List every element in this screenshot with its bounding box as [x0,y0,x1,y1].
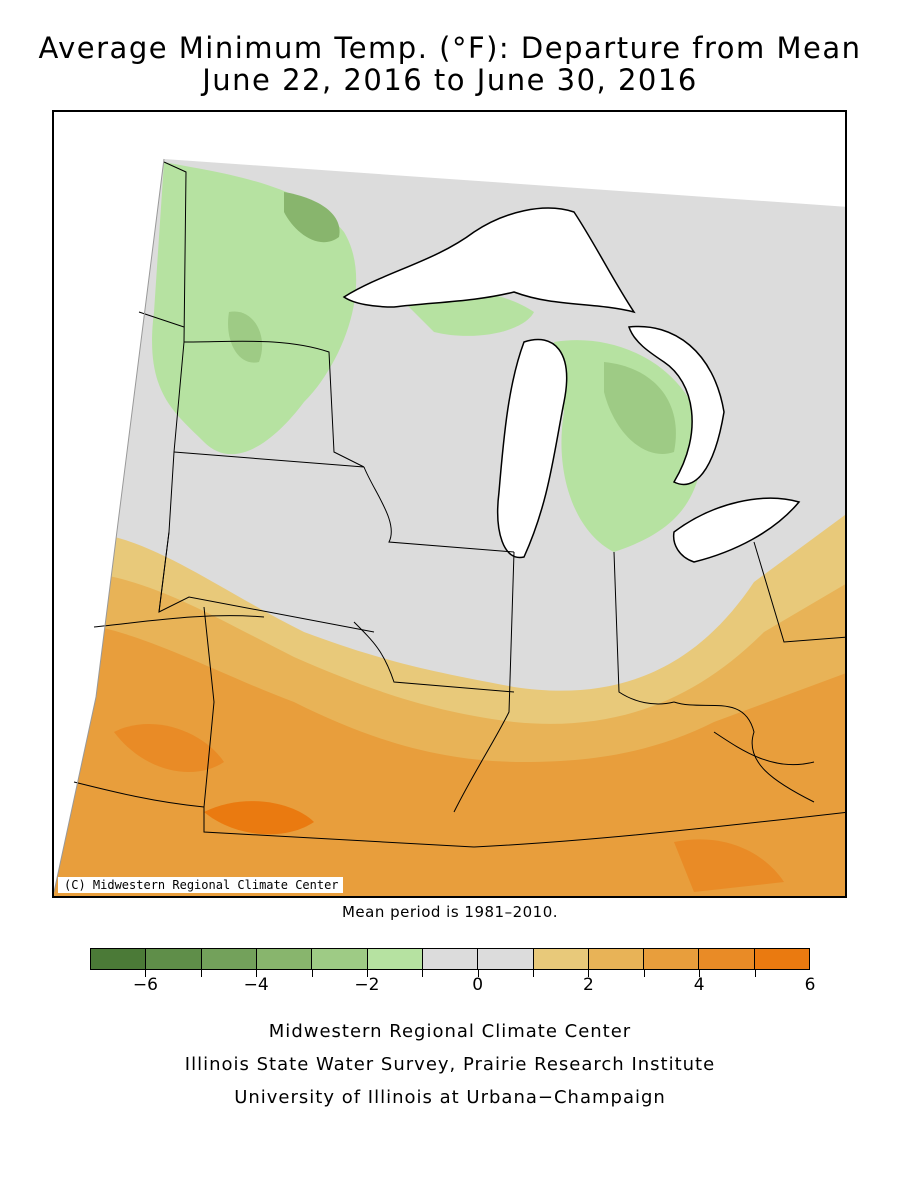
warm-core-southeast [674,839,784,892]
legend-tick [366,970,368,977]
color-legend-ticks [90,970,810,978]
legend-swatch [256,949,313,969]
lake-michigan [497,338,568,559]
legend-swatch [533,949,589,969]
legend-swatch [478,949,534,969]
warm-core-kansas [204,801,314,835]
copyright-label: (C) Midwestern Regional Climate Center [58,877,343,893]
credit-line-3: University of Illinois at Urbana−Champai… [234,1087,666,1108]
map-title-line-1: Average Minimum Temp. (°F): Departure fr… [38,31,862,65]
warm-core-west [114,723,224,772]
legend-tick-label: 2 [583,975,594,995]
legend-tick [422,970,424,977]
legend-tick [699,970,701,977]
legend-tick-label: −6 [132,975,158,995]
color-legend-bar [90,948,810,970]
lake-superior [342,207,636,314]
legend-swatch [754,949,810,969]
legend-tick [533,970,535,977]
legend-tick [311,970,313,977]
cool-core-arrowhead [284,192,340,243]
legend-tick [145,970,147,977]
cool-core-lower-michigan [604,362,676,454]
legend-tick [643,970,645,977]
legend-tick-label: 6 [804,975,816,995]
legend-tick [256,970,258,977]
legend-swatch [699,949,755,969]
mean-period-note: Mean period is 1981–2010. [341,903,559,921]
legend-swatch [201,949,257,969]
legend-swatch [588,949,645,969]
legend-tick [200,970,202,977]
region-edge-west [54,158,165,893]
lake-huron [627,325,725,486]
lake-erie [672,497,801,563]
legend-tick [477,970,479,977]
cool-core-central-mn [228,311,263,363]
credit-line-2: Illinois State Water Survey, Prairie Res… [184,1054,716,1075]
legend-tick-label: 4 [693,975,705,995]
map-panel: (C) Midwestern Regional Climate Center [52,110,847,898]
map-title-line-2: June 22, 2016 to June 30, 2016 [202,63,698,97]
state-boundaries [73,161,845,848]
legend-swatch [367,949,423,969]
credit-line-1: Midwestern Regional Climate Center [268,1021,632,1042]
legend-swatch [312,949,368,969]
legend-swatch [644,949,700,969]
legend-swatch [422,949,479,969]
great-lakes [342,207,801,563]
legend-tick [754,970,756,977]
legend-swatch [146,949,202,969]
legend-swatch [91,949,147,969]
legend-tick-label: 0 [472,975,484,995]
legend-tick-label: −2 [354,975,380,995]
legend-tick-label: −4 [243,975,269,995]
cool-zone-lower-michigan [554,340,704,552]
legend-tick [588,970,590,977]
temperature-departure-map [54,158,845,896]
